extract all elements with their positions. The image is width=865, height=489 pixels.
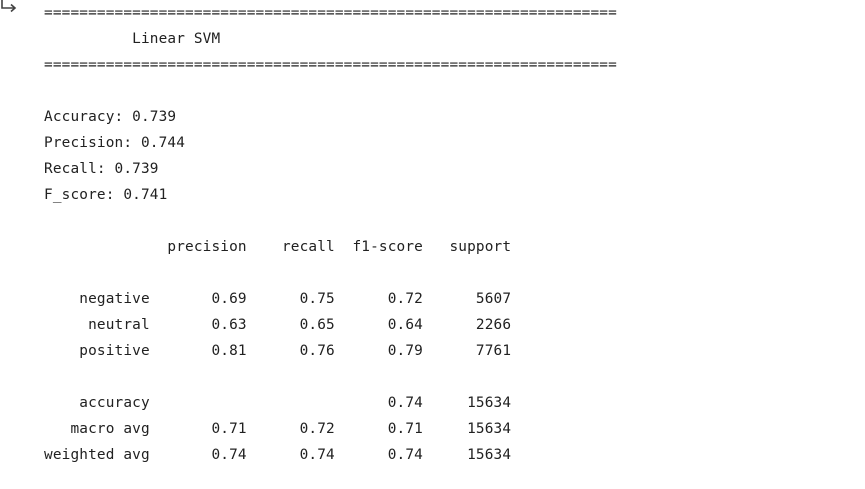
report-row-weighted-avg: weighted avg 0.74 0.74 0.74 15634 [44,447,512,463]
report-row-accuracy: accuracy 0.74 15634 [44,395,512,411]
model-title: Linear SVM [44,31,221,47]
cell-output-area: ========================================… [44,0,844,468]
metric-precision: Precision: 0.744 [44,135,186,151]
blank-line [44,364,844,390]
blank-line [44,208,844,234]
report-row-negative: negative 0.69 0.75 0.72 5607 [44,291,512,307]
blank-line [44,78,844,104]
metric-accuracy: Accuracy: 0.739 [44,109,177,125]
metric-f-score: F_score: 0.741 [44,187,168,203]
report-row-macro-avg: macro avg 0.71 0.72 0.71 15634 [44,421,512,437]
blank-line [44,260,844,286]
cell-output-text: ========================================… [44,0,844,468]
metric-recall: Recall: 0.739 [44,161,159,177]
report-header: precision recall f1-score support [44,239,512,255]
separator-top: ========================================… [44,5,617,21]
separator-bottom: ========================================… [44,57,617,73]
report-row-neutral: neutral 0.63 0.65 0.64 2266 [44,317,512,333]
report-row-positive: positive 0.81 0.76 0.79 7761 [44,343,512,359]
output-arrow-icon [1,0,17,13]
